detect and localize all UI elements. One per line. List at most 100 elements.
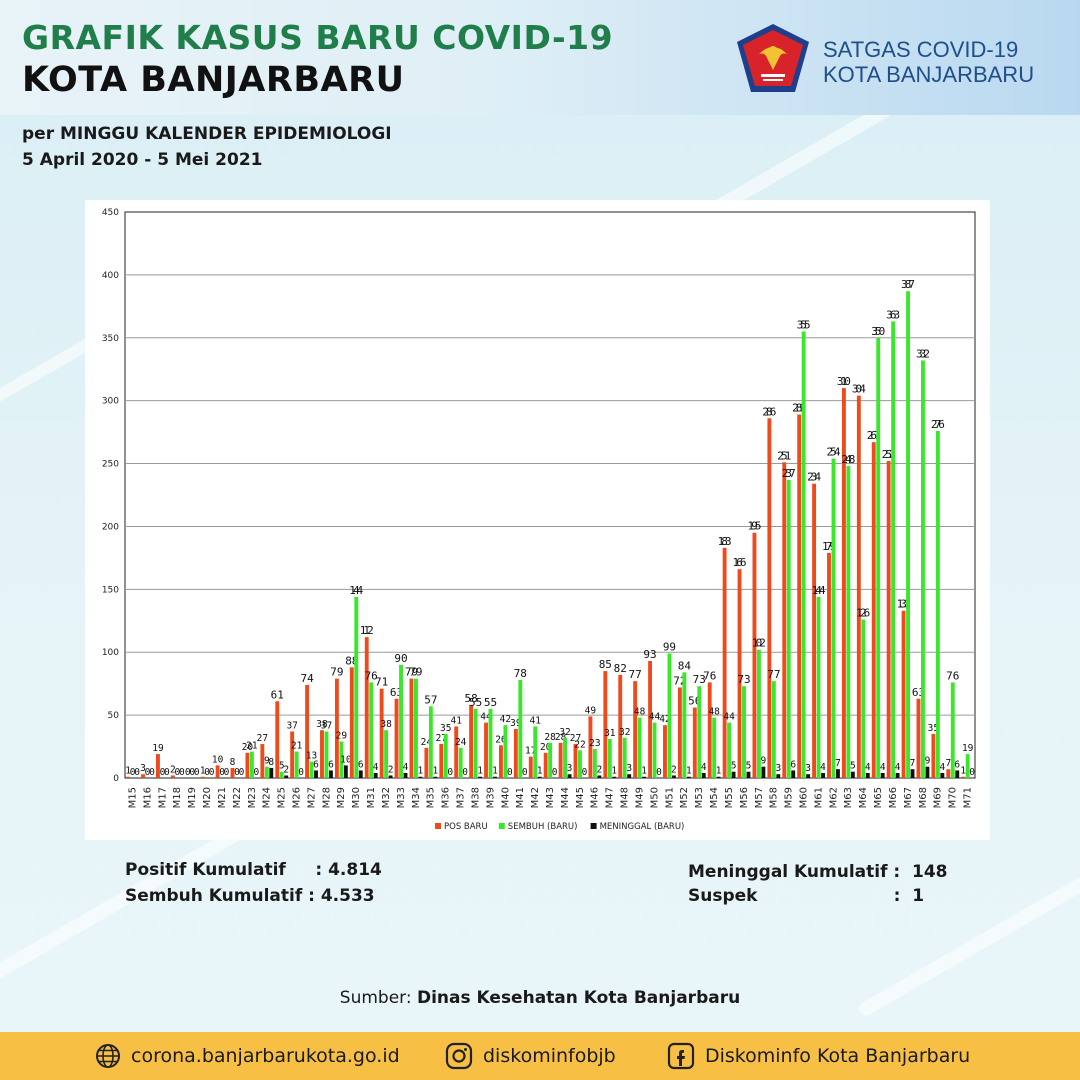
data-label: 13: [306, 751, 317, 762]
legend-swatch: [435, 823, 441, 829]
bar-meninggal-baru-: [821, 772, 825, 778]
data-label: 5: [731, 761, 737, 772]
data-label: 0: [185, 767, 191, 778]
bar-sembuh-baru-: [607, 739, 612, 778]
bar-pos-baru: [961, 776, 966, 778]
bar-pos-baru: [156, 754, 160, 778]
bar-pos-baru: [618, 674, 623, 778]
bar-sembuh-baru-: [846, 466, 851, 778]
data-label: 1: [418, 766, 424, 777]
bar-sembuh-baru-: [816, 596, 821, 778]
bar-sembuh-baru-: [592, 749, 597, 778]
bar-pos-baru: [499, 745, 503, 778]
data-label: 19: [962, 743, 974, 754]
x-tick-label: M51: [664, 787, 675, 808]
data-label: 10: [340, 754, 352, 765]
data-label: 4: [939, 762, 945, 773]
bar-sembuh-baru-: [578, 750, 582, 778]
data-label: 355: [797, 318, 811, 331]
data-label: 41: [450, 715, 462, 726]
data-label: 183: [718, 535, 732, 548]
instagram-icon: [445, 1042, 473, 1070]
header-band: [0, 0, 1080, 115]
data-label: 0: [298, 767, 304, 778]
data-label: 79: [330, 666, 343, 679]
data-label: 37: [321, 720, 332, 731]
data-label: 77: [629, 668, 642, 681]
bar-sembuh-baru-: [294, 751, 299, 778]
background-stripe: [0, 825, 244, 989]
bar-pos-baru: [722, 547, 727, 778]
data-label: 32: [559, 727, 570, 738]
bar-sembuh-baru-: [249, 751, 254, 778]
data-label: 0: [145, 767, 151, 778]
footer-facebook[interactable]: Diskominfo Kota Banjarbaru: [667, 1032, 970, 1080]
x-tick-label: M59: [784, 787, 795, 808]
data-label: 6: [313, 759, 319, 770]
bar-meninggal-baru-: [806, 774, 811, 778]
bar-pos-baru: [230, 767, 235, 778]
data-label: 0: [149, 767, 155, 778]
y-tick-label: 300: [102, 397, 119, 407]
data-label: 31: [604, 728, 616, 739]
data-label: 79: [405, 666, 418, 679]
data-label: 1: [125, 766, 131, 777]
data-label: 1: [432, 766, 438, 777]
bar-meninggal-baru-: [433, 776, 438, 778]
x-tick-label: M39: [485, 787, 496, 808]
data-label: 37: [286, 720, 297, 731]
bar-pos-baru: [409, 678, 414, 778]
data-label: 0: [130, 767, 136, 778]
x-tick-label: M28: [321, 787, 332, 808]
bar-pos-baru: [603, 671, 608, 778]
x-tick-label: M62: [828, 787, 839, 808]
data-label: 55: [484, 696, 497, 709]
data-label: 20: [242, 742, 254, 753]
legend-swatch: [590, 823, 597, 829]
x-tick-label: M50: [649, 787, 660, 808]
bar-sembuh-baru-: [801, 331, 806, 778]
bar-pos-baru: [484, 722, 488, 778]
data-label: 48: [634, 707, 646, 718]
bar-sembuh-baru-: [712, 717, 717, 778]
bar-pos-baru: [170, 775, 175, 778]
bar-pos-baru: [573, 744, 578, 778]
bar-meninggal-baru-: [388, 775, 393, 778]
bar-pos-baru: [946, 769, 951, 778]
data-label: 0: [134, 767, 140, 778]
bar-pos-baru: [752, 532, 757, 778]
bar-pos-baru: [886, 461, 891, 778]
data-label: 6: [790, 759, 796, 770]
y-tick-label: 350: [102, 334, 119, 344]
data-label: 3: [775, 763, 781, 774]
bar-meninggal-baru-: [865, 772, 870, 778]
data-label: 38: [380, 719, 392, 730]
bar-meninggal-baru-: [642, 776, 647, 778]
data-label: 35: [928, 723, 939, 734]
bar-pos-baru: [200, 776, 205, 778]
data-label: 20: [540, 742, 552, 753]
bar-pos-baru: [141, 774, 145, 778]
data-label: 7: [835, 758, 841, 769]
bar-meninggal-baru-: [493, 776, 497, 778]
y-tick-label: 450: [102, 208, 119, 218]
data-label: 42: [500, 714, 511, 725]
bar-pos-baru: [424, 747, 429, 778]
bar-meninggal-baru-: [701, 772, 706, 778]
data-label: 144: [812, 584, 826, 597]
footer-website[interactable]: corona.banjarbarukota.go.id: [95, 1032, 400, 1080]
data-label: 0: [447, 767, 453, 778]
bar-sembuh-baru-: [727, 722, 732, 778]
bar-meninggal-baru-: [776, 774, 781, 778]
x-tick-label: M71: [963, 787, 974, 808]
y-tick-label: 150: [102, 585, 119, 595]
bar-meninggal-baru-: [836, 769, 840, 778]
bar-sembuh-baru-: [935, 430, 940, 778]
bar-pos-baru: [320, 730, 324, 778]
data-label: 41: [530, 715, 542, 726]
x-tick-label: M30: [351, 787, 362, 808]
bar-sembuh-baru-: [458, 747, 463, 778]
footer-instagram[interactable]: diskominfobjb: [445, 1032, 616, 1080]
data-label: 73: [693, 673, 706, 686]
data-label: 4: [865, 762, 871, 773]
